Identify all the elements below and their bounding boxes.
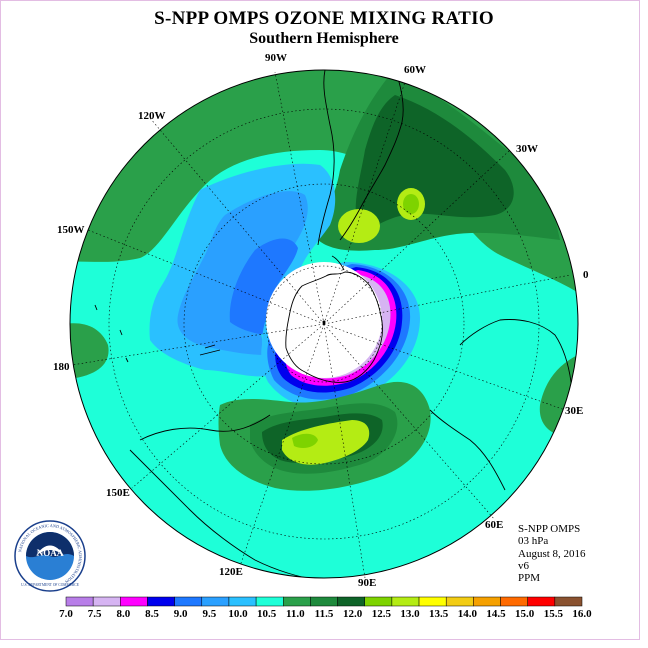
lon-label-90e: 90E (358, 577, 376, 589)
map-subtitle: Southern Hemisphere (249, 30, 399, 47)
colorbar-swatch (174, 596, 203, 607)
colorbar-swatch (391, 596, 420, 607)
colorbar-tick-label: 9.5 (202, 608, 216, 620)
lon-label-0: 0 (583, 269, 589, 281)
info-level: 03 hPa (518, 535, 549, 548)
colorbar-tick-label: 7.5 (88, 608, 102, 620)
info-version: v6 (518, 559, 529, 572)
new-zealand (199, 344, 221, 356)
colorbar-swatch (228, 596, 257, 607)
info-date: August 8, 2016 (518, 547, 586, 560)
noaa-logo: NOAA NATIONAL OCEANIC AND ATMOSPHERIC AD… (14, 520, 86, 592)
colorbar-tick-label: 9.0 (174, 608, 188, 620)
map-frame (0, 0, 640, 640)
polar-night-mask (266, 262, 382, 378)
australia-coast (129, 449, 321, 578)
noaa-logo-text: NOAA (37, 548, 64, 558)
colorbar-tick-label: 7.0 (59, 608, 73, 620)
product-info: S-NPP OMPS 03 hPa August 8, 2016 v6 PPM (518, 523, 586, 584)
longitude-labels: 90W 60W 120W 30W 150W 0 180 30E 150E 60E… (53, 52, 589, 589)
colorbar-swatch (445, 596, 474, 607)
colorbar-tick-label: 8.5 (145, 608, 159, 620)
lon-label-90w: 90W (265, 52, 287, 64)
graticule (71, 71, 571, 579)
colorbar-swatch (418, 596, 447, 607)
colorbar-tick-label: 10.0 (228, 608, 248, 620)
antarctica-coast (285, 271, 383, 383)
colorbar-tick-label: 12.0 (343, 608, 363, 620)
colorbar: 7.0 7.5 8.0 8.5 9.0 9.5 10.0 10.5 11.0 11.5 12.0 12… (59, 596, 592, 620)
info-units: PPM (518, 572, 541, 585)
colorbar-tick-label: 15.5 (544, 608, 564, 620)
colorbar-tick-label: 8.0 (116, 608, 130, 620)
colorbar-tick-label: 13.0 (400, 608, 420, 620)
field-12-5-patch-a (338, 209, 380, 243)
field-12-5-south (282, 420, 370, 465)
colorbar-swatch (120, 596, 148, 607)
colorbar-swatch (337, 596, 365, 607)
colorbar-tick-label: 13.5 (429, 608, 449, 620)
field-9-5 (229, 238, 298, 335)
colorbar-swatch (92, 596, 121, 607)
lon-label-60e: 60E (485, 519, 503, 531)
lon-label-120w: 120W (138, 110, 166, 122)
lon-label-30w: 30W (516, 143, 538, 155)
colorbar-swatch (147, 596, 175, 607)
colorbar-tick-label: 14.5 (486, 608, 506, 620)
colorbar-swatch (310, 596, 338, 607)
lon-label-60w: 60W (404, 64, 426, 76)
south-pole-marker (322, 320, 326, 324)
colorbar-tick-label: 16.0 (572, 608, 592, 620)
colorbar-swatch (473, 596, 501, 607)
colorbar-swatch (500, 596, 528, 607)
lon-label-150w: 150W (57, 224, 85, 236)
colorbar-swatch (283, 596, 311, 607)
colorbar-tick-label: 11.5 (315, 608, 334, 620)
colorbar-tick-label: 12.5 (372, 608, 392, 620)
noaa-logo-ring-text-bottom: U.S. DEPARTMENT OF COMMERCE (21, 583, 80, 587)
info-instrument: S-NPP OMPS (518, 523, 581, 535)
colorbar-swatch (65, 596, 94, 607)
south-america-west-coast (317, 70, 335, 246)
lon-label-180: 180 (53, 361, 70, 373)
map-outline (69, 69, 579, 579)
lon-label-120e: 120E (219, 566, 243, 578)
colorbar-swatch (255, 596, 284, 607)
colorbar-tick-label: 11.0 (286, 608, 305, 620)
colorbar-tick-label: 10.5 (257, 608, 277, 620)
coastlines (94, 70, 575, 578)
south-america-east-coast (339, 77, 404, 241)
colorbar-swatch (201, 596, 230, 607)
lon-label-150e: 150E (106, 487, 130, 499)
colorbar-tick-label: 14.0 (458, 608, 478, 620)
colorbar-swatch (554, 596, 583, 607)
lon-label-30e: 30E (565, 405, 583, 417)
colorbar-tick-label: 15.0 (515, 608, 535, 620)
colorbar-swatch (527, 596, 556, 607)
colorbar-swatch (364, 596, 393, 607)
map-title: S-NPP OMPS OZONE MIXING RATIO (154, 8, 494, 29)
